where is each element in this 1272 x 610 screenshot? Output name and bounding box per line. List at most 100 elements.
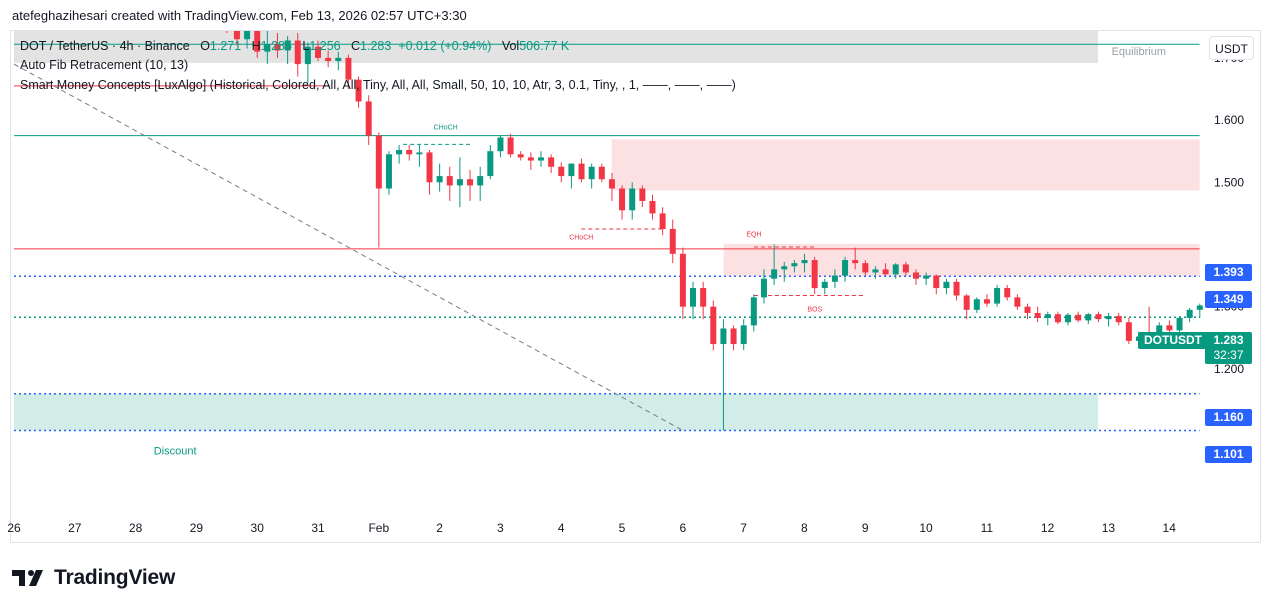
candle-body (385, 154, 392, 189)
candle-body (973, 299, 980, 310)
candle-body (274, 44, 281, 51)
candle-body (396, 149, 403, 155)
candle-body (284, 40, 291, 51)
candle-body (771, 269, 778, 279)
candle-body (639, 188, 646, 201)
candle-body (1115, 316, 1122, 323)
x-axis-tick-label: 11 (981, 521, 994, 535)
tradingview-logo-icon (12, 570, 43, 586)
candle-body (365, 101, 372, 136)
annotation-label: Equilibrium (1112, 46, 1166, 58)
annotation-label: CHoCH (569, 235, 593, 242)
candle-body (943, 281, 950, 289)
legend-symbol[interactable]: DOT / TetherUS · 4h · Binance (20, 39, 190, 53)
candle-body (477, 176, 484, 186)
candle-body (690, 288, 697, 307)
candle-body (294, 40, 301, 65)
price-tag-1160: 1.160 (1205, 409, 1252, 426)
candle-body (1166, 325, 1173, 331)
x-axis-tick-label: 27 (68, 521, 82, 535)
annotation-label: Discount (154, 446, 197, 458)
candle-body (325, 57, 332, 62)
candle-body (760, 278, 767, 298)
legend-low-value: 1.256 (309, 39, 341, 53)
candle-body (1196, 305, 1203, 310)
candle-body (669, 228, 676, 254)
candle-body (1075, 314, 1082, 321)
legend-close-label: C (351, 39, 361, 53)
candle-body (345, 57, 352, 80)
candle-body (679, 253, 686, 307)
price-tag-1101: 1.101 (1205, 446, 1252, 463)
legend-indicator-smc[interactable]: Smart Money Concepts [LuxAlgo] (Historic… (20, 78, 736, 92)
x-axis-tick-label: 9 (862, 521, 869, 535)
candle-body (537, 157, 544, 161)
candle-body (710, 306, 717, 345)
candle-body (842, 260, 849, 276)
candle-body (811, 260, 818, 289)
x-axis-tick-label: 29 (190, 521, 204, 535)
tradingview-logo[interactable]: TradingView (12, 566, 175, 590)
candle-body (304, 46, 311, 65)
candle-body (872, 269, 879, 273)
candle-body (852, 260, 859, 264)
candle-body (1034, 312, 1041, 318)
chart-canvas[interactable]: EquilibriumCHoCHCHoCHEQHBOSDiscount1.700… (0, 0, 1272, 560)
candle-body (740, 325, 747, 345)
candle-body (355, 79, 362, 102)
last-price-tag: 1.283 32:37 (1205, 332, 1252, 364)
tradingview-brand: TradingView (54, 566, 176, 589)
candle-body (720, 328, 727, 345)
annotation-label: BOS (807, 307, 822, 314)
candle-body (456, 179, 463, 186)
candle-body (963, 295, 970, 310)
candle-body (953, 281, 960, 296)
candle-body (315, 46, 322, 58)
candle-body (700, 288, 707, 307)
candle-body (821, 281, 828, 289)
candle-body (1227, 317, 1233, 321)
candle-body (801, 260, 808, 264)
candle-body (436, 176, 443, 183)
price-tag-1349: 1.349 (1205, 291, 1252, 308)
candle-body (1044, 314, 1051, 318)
legend-change: +0.012 (+0.94%) (398, 39, 492, 53)
candle-body (862, 263, 869, 273)
candle-body (791, 263, 798, 267)
legend-high-label: H (251, 39, 261, 53)
x-axis-tick-label: 8 (801, 521, 808, 535)
bar-countdown: 32:37 (1213, 348, 1244, 362)
candle-body (224, 11, 230, 30)
candle-body (923, 275, 930, 279)
candle-body (233, 31, 240, 40)
candle-body (994, 288, 1001, 304)
candle-body (548, 157, 555, 167)
legend-low-label: L (302, 39, 310, 53)
candle-body (598, 166, 605, 180)
candle-body (527, 157, 534, 161)
zone-discount (14, 393, 1099, 431)
x-axis-tick-label: 7 (740, 521, 747, 535)
legend-volume-label: Vol (501, 39, 520, 53)
x-axis-tick-label: 2 (436, 521, 443, 535)
x-axis-tick-label: 14 (1163, 521, 1177, 535)
candle-body (781, 266, 788, 270)
candle-body (416, 152, 423, 155)
currency-button[interactable]: USDT (1209, 36, 1254, 60)
candle-body (983, 299, 990, 304)
candle-body (487, 151, 494, 177)
candle-body (913, 272, 920, 279)
x-axis-tick-label: 10 (919, 521, 933, 535)
x-axis-tick-label: 30 (251, 521, 265, 535)
x-axis-tick-label: 3 (497, 521, 504, 535)
candle-body (1024, 306, 1031, 313)
chart-frame (10, 30, 1261, 543)
x-axis-tick-label: 31 (311, 521, 325, 535)
candle-body (578, 163, 585, 180)
candle-body (558, 166, 565, 177)
candle-body (1054, 314, 1061, 323)
candle-body (446, 176, 453, 186)
x-axis-tick-label: 13 (1102, 521, 1116, 535)
legend-indicator-fib[interactable]: Auto Fib Retracement (10, 13) (20, 58, 189, 72)
x-axis-tick-label: 28 (129, 521, 143, 535)
